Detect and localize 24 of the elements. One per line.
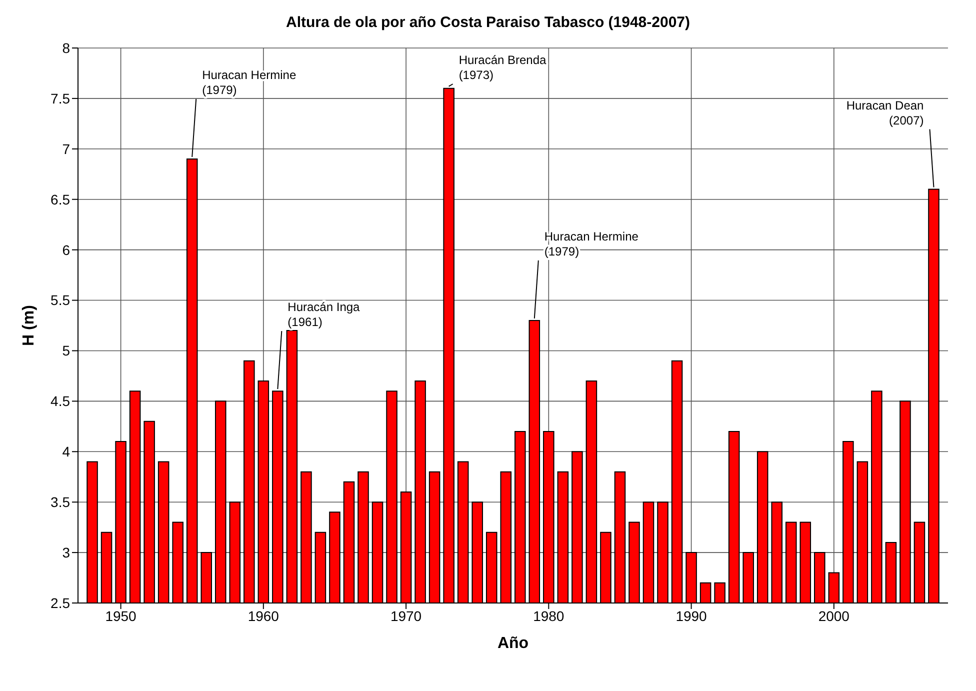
y-tick-label: 5.5 <box>50 292 70 308</box>
y-tick-label: 2.5 <box>50 594 70 611</box>
y-tick-label: 8 <box>62 40 70 56</box>
annotation: Huracán Brenda (1973) <box>458 53 547 82</box>
x-tick-label: 1970 <box>390 608 422 624</box>
x-tick-label: 1990 <box>676 608 708 624</box>
y-tick-label: 3.5 <box>50 494 70 510</box>
x-axis-title: Año <box>497 635 529 652</box>
x-tick-label: 1960 <box>248 608 280 624</box>
chart-title: Altura de ola por año Costa Paraiso Tabasco (1948-2007) <box>284 14 692 31</box>
y-tick-label: 7 <box>62 140 70 157</box>
annotation: Huracán Inga (1961) <box>288 300 360 330</box>
x-tick-label: 2000 <box>818 608 850 624</box>
y-tick-label: 4.5 <box>50 393 70 410</box>
y-tick-label: 6 <box>62 242 70 258</box>
y-tick-label: 7.5 <box>50 90 70 106</box>
y-tick-label: 4 <box>62 444 70 460</box>
y-tick-label: 5 <box>62 342 70 359</box>
annotation: Huracan Dean (2007) <box>846 98 924 128</box>
y-tick-label: 6.5 <box>50 191 70 208</box>
y-tick-label: 3 <box>62 544 70 561</box>
x-tick-label: 1950 <box>105 608 137 624</box>
y-axis-title: H (m) <box>20 305 38 346</box>
x-tick-label: 1980 <box>533 608 564 624</box>
